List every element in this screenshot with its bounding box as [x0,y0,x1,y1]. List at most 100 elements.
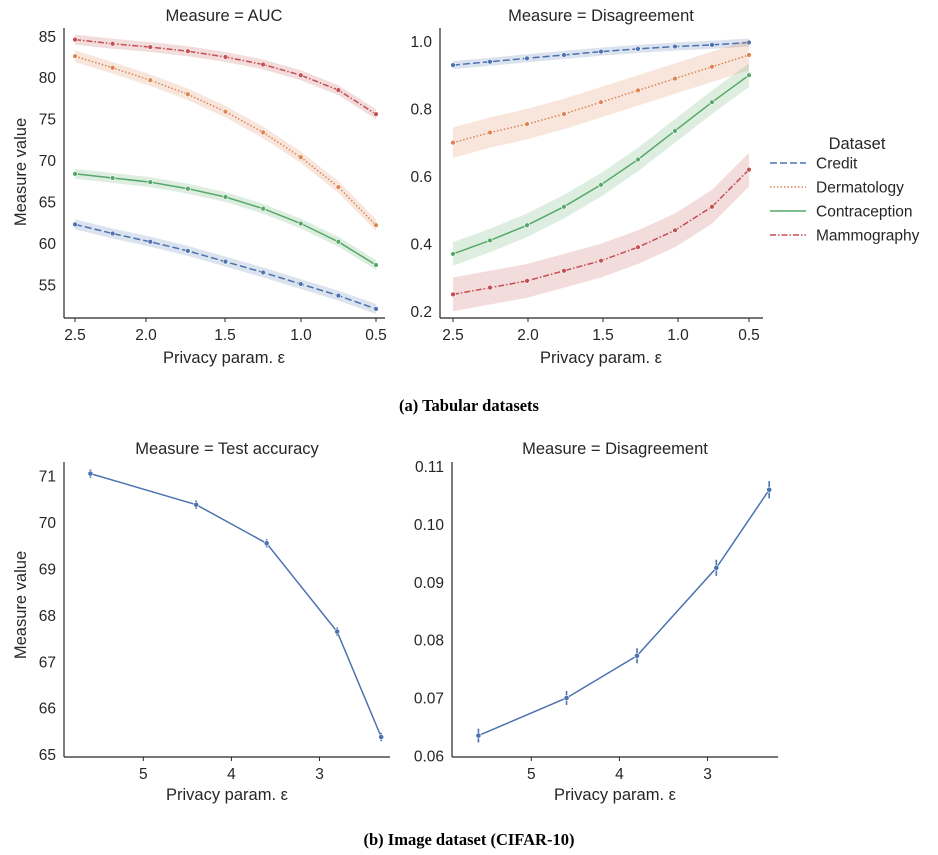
x-tick-label: 1.5 [592,327,614,344]
data-point [373,222,379,228]
data-point [598,99,604,105]
legend-title: Dataset [829,135,886,153]
x-tick-label: 0.5 [738,327,760,344]
data-point [487,237,493,244]
y-tick-label: 0.08 [414,633,444,650]
data-point [147,179,153,185]
legend-label: Contraception [816,204,913,221]
plot-auc: Measure = AUC Measure value Privacy para… [12,7,387,367]
data-point [635,46,641,52]
y-tick-label: 0.07 [414,691,444,708]
data-point [263,540,270,547]
data-point [524,278,530,284]
data-point [335,292,342,299]
x-tick-label: 1.5 [214,327,236,344]
data-point [746,72,752,78]
x-axis-label: Privacy param. ε [540,349,663,367]
data-point [635,156,641,163]
data-point [373,306,379,312]
data-point [373,262,379,268]
x-axis-label: Privacy param. ε [166,786,289,804]
series-line [74,55,377,226]
data-point [72,53,78,59]
confidence-band [75,34,376,120]
y-tick-label: 75 [39,112,56,129]
data-point [450,291,456,298]
y-axis-label: Measure value [12,551,30,659]
y-tick-label: 80 [39,70,57,87]
data-point [561,52,567,58]
data-point [72,221,78,228]
data-point [563,695,570,701]
data-point [635,244,641,250]
x-tick-label: 5 [527,766,536,783]
caption-b: (b) Image dataset (CIFAR-10) [364,830,575,849]
data-point [222,108,229,115]
x-tick-label: 5 [139,766,148,783]
confidence-band [453,63,749,266]
plot-title: Measure = AUC [166,7,283,25]
data-point [335,239,342,245]
data-point [450,139,456,146]
data-point [487,129,493,136]
y-tick-label: 55 [39,277,56,294]
data-point [185,248,191,254]
data-point [598,182,604,188]
data-point [487,284,493,291]
data-point [598,257,604,264]
x-tick-label: 2.0 [517,327,539,344]
x-tick-label: 0.5 [365,327,387,344]
plot-disagreement-image: Measure = Disagreement Privacy param. ε … [414,440,778,804]
data-point [709,64,715,70]
x-tick-label: 2.5 [442,327,464,344]
plot-title: Measure = Disagreement [522,440,708,458]
x-tick-label: 2.0 [135,327,157,344]
x-tick-label: 3 [315,766,324,783]
data-point [634,652,640,659]
data-point [109,65,116,71]
plot-title: Measure = Disagreement [508,7,694,25]
data-point [72,36,78,43]
y-tick-label: 0.09 [414,575,444,592]
data-point [450,251,456,257]
y-tick-label: 0.2 [410,304,432,321]
confidence-band [453,152,749,312]
data-point [298,72,304,78]
data-point [524,121,530,127]
data-point [475,732,482,739]
data-point [193,501,200,508]
data-point [147,77,153,83]
x-tick-label: 1.0 [290,327,312,344]
series-line [90,472,382,738]
y-tick-label: 60 [39,236,57,253]
y-tick-label: 1.0 [410,34,432,51]
data-point [487,59,493,65]
y-tick-label: 70 [39,153,57,170]
data-point [709,99,715,105]
y-tick-label: 67 [39,654,56,671]
plot-title: Measure = Test accuracy [135,440,319,458]
y-tick-label: 65 [39,747,56,764]
data-point [185,48,191,54]
data-point [450,62,456,68]
y-tick-label: 0.4 [410,236,432,253]
data-point [260,61,266,68]
data-point [746,39,752,46]
data-point [672,43,678,50]
data-point [524,55,530,62]
data-point [147,44,153,50]
data-point [598,48,604,55]
plot-test-accuracy: Measure = Test accuracy Measure value Pr… [12,440,390,804]
data-point [746,52,752,58]
data-point [109,41,116,47]
x-tick-label: 4 [227,766,236,783]
y-tick-label: 0.10 [414,517,445,534]
y-tick-label: 0.6 [410,169,432,186]
y-tick-label: 66 [39,701,56,718]
data-point [298,154,304,160]
y-tick-label: 65 [39,195,56,212]
y-tick-label: 70 [39,515,57,532]
data-point [334,628,341,635]
data-point [147,239,153,245]
x-tick-label: 2.5 [64,327,86,344]
